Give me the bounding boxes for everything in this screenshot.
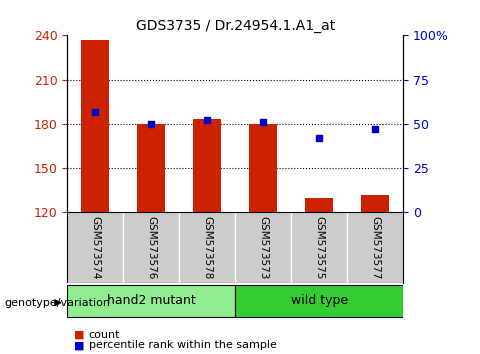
Bar [137,124,165,212]
Bar [305,198,333,212]
Text: GSM573573: GSM573573 [258,216,268,279]
Point [91,109,99,114]
Text: wild type: wild type [290,295,348,307]
Point [315,135,323,141]
Point [372,126,379,132]
Point [147,121,155,127]
Bar [361,195,389,212]
Text: count: count [89,330,120,339]
Text: percentile rank within the sample: percentile rank within the sample [89,340,276,350]
Text: GSM573574: GSM573574 [90,216,100,279]
Text: ■: ■ [74,340,85,350]
Text: GSM573577: GSM573577 [370,216,380,279]
Text: GSM573575: GSM573575 [314,216,324,279]
Text: genotype/variation: genotype/variation [5,298,111,308]
FancyBboxPatch shape [235,285,403,317]
Point [204,118,211,123]
Title: GDS3735 / Dr.24954.1.A1_at: GDS3735 / Dr.24954.1.A1_at [135,19,335,33]
Point [259,119,267,125]
Text: GSM573576: GSM573576 [146,216,156,279]
Bar [81,40,109,212]
Bar [193,119,221,212]
Text: hand2 mutant: hand2 mutant [107,295,195,307]
Text: GSM573578: GSM573578 [202,216,212,279]
FancyBboxPatch shape [67,285,235,317]
Text: ■: ■ [74,330,85,339]
Bar [249,124,277,212]
